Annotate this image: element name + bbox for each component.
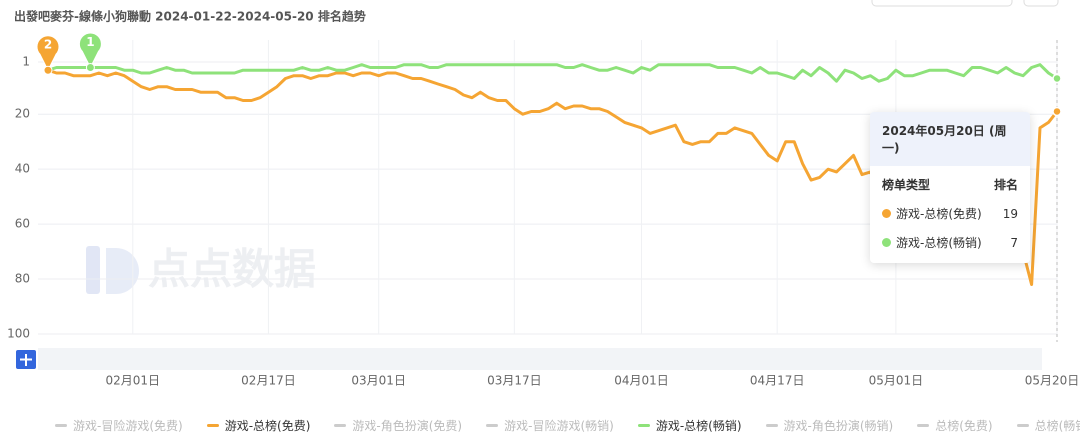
- legend-item[interactable]: 游戏-角色扮演(畅销): [765, 417, 894, 434]
- pin-shape: [78, 32, 102, 69]
- legend-item[interactable]: 游戏-冒险游戏(畅销): [486, 417, 614, 434]
- y-tick-label: 60: [15, 217, 30, 231]
- pin-point: [85, 62, 95, 72]
- x-tick-label: 03月17日: [487, 374, 542, 388]
- tooltip-row: 游戏-总榜(畅销) 7: [870, 228, 1030, 263]
- legend-label: 总榜(畅销): [1034, 419, 1080, 433]
- tooltip-dot: [882, 238, 891, 247]
- x-tick-label: 04月01日: [614, 374, 669, 388]
- tooltip-column: 榜单类型: [882, 178, 931, 192]
- legend-item[interactable]: 总榜(畅销): [1016, 417, 1080, 434]
- pin: 2: [36, 35, 60, 75]
- y-tick-label: 80: [15, 272, 30, 286]
- legend-label: 游戏-总榜(免费): [224, 419, 311, 433]
- tooltip-value: 19: [1002, 206, 1018, 221]
- legend-swatch: [1016, 424, 1029, 427]
- x-tick-label: 02月17日: [241, 374, 296, 388]
- legend-label: 游戏-角色扮演(免费): [352, 419, 463, 433]
- legend-label: 游戏-角色扮演(畅销): [783, 419, 894, 433]
- legend-swatch: [334, 424, 347, 427]
- y-tick-label: 20: [15, 107, 30, 121]
- legend-item[interactable]: 游戏-角色扮演(免费): [334, 417, 462, 434]
- chart-title: 出發吧麥芬-線條小狗聯動 2024-01-22-2024-05-20 排名趋势: [14, 9, 366, 24]
- top-button[interactable]: [871, 0, 1013, 7]
- tooltip-value: 7: [1010, 235, 1018, 250]
- series-line: [47, 63, 1058, 83]
- legend-swatch: [206, 424, 219, 427]
- pin-point: [43, 65, 53, 75]
- legend-item[interactable]: 总榜(免费): [917, 417, 993, 434]
- top-button[interactable]: [1023, 0, 1059, 7]
- tooltip-series: 游戏-总榜(免费): [882, 205, 982, 222]
- tooltip-name: 游戏-总榜(畅销): [896, 236, 982, 250]
- tooltip-dot: [882, 209, 891, 218]
- tooltip-header: 榜单类型 排名: [870, 166, 1030, 199]
- x-tick-label: 04月17日: [750, 374, 805, 388]
- pin-shape: [36, 35, 60, 72]
- pin-label: 1: [86, 35, 94, 49]
- tooltip-column: 排名: [993, 178, 1018, 192]
- legend-item[interactable]: 游戏-总榜(免费): [206, 417, 311, 434]
- y-tick-label: 100: [7, 327, 30, 341]
- legend-swatch: [637, 424, 650, 427]
- hover-point: [1052, 73, 1062, 84]
- legend-label: 游戏-冒险游戏(畅销): [504, 419, 614, 433]
- legend-item[interactable]: 游戏-冒险游戏(免费): [55, 417, 183, 434]
- x-tick-label: 03月01日: [351, 374, 406, 388]
- legend-swatch: [765, 424, 778, 427]
- hover-point: [1052, 106, 1062, 117]
- x-tick-label: 02月01日: [106, 374, 161, 388]
- x-tick-label: 05月01日: [869, 374, 924, 388]
- y-tick-label: 1: [22, 55, 30, 69]
- x-tick-label: 05月20日: [1025, 374, 1080, 388]
- legend-swatch: [917, 424, 930, 427]
- legend-item[interactable]: 游戏-总榜(畅销): [637, 417, 742, 434]
- legend-label: 游戏-总榜(畅销): [655, 419, 742, 433]
- legend-label: 总榜(免费): [935, 419, 993, 433]
- legend-swatch: [55, 424, 67, 427]
- pin: 1: [78, 32, 102, 72]
- watermark-text: 点点数据: [148, 245, 316, 294]
- y-tick-label: 40: [15, 162, 30, 176]
- tooltip-title: 2024年05月20日 (周一): [870, 112, 1030, 166]
- zoom-slider[interactable]: [38, 348, 1042, 370]
- tooltip-series: 游戏-总榜(畅销): [882, 234, 982, 251]
- tooltip-name: 游戏-总榜(免费): [896, 207, 982, 221]
- legend-label: 游戏-冒险游戏(免费): [73, 419, 183, 433]
- legend: 游戏-冒险游戏(免费) 游戏-总榜(免费) 游戏-角色扮演(免费) 游戏-冒险游戏(畅…: [55, 417, 1080, 434]
- legend-swatch: [486, 424, 499, 427]
- tooltip-row: 游戏-总榜(免费) 19: [870, 199, 1030, 228]
- watermark: 点点数据: [86, 245, 316, 294]
- tooltip: 2024年05月20日 (周一) 榜单类型 排名 游戏-总榜(免费) 19 游戏-总…: [870, 112, 1030, 263]
- zoom-button[interactable]: [16, 350, 36, 369]
- pin-label: 2: [44, 38, 52, 52]
